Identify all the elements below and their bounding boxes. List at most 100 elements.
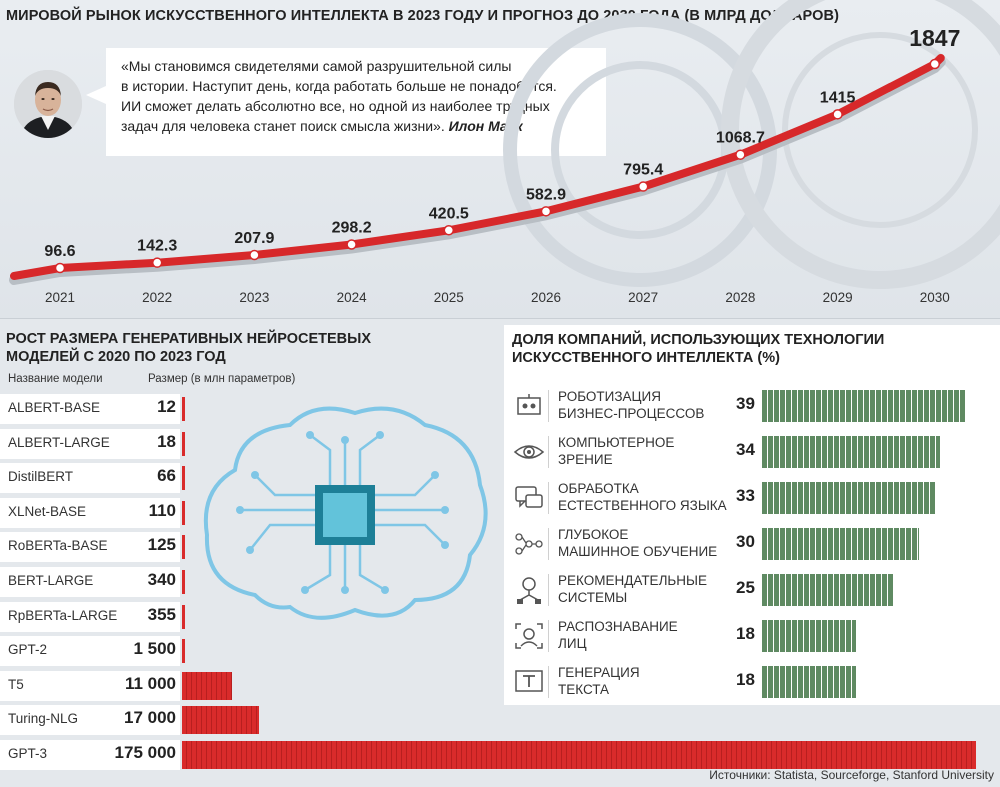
list-item: РЕКОМЕНДАТЕЛЬНЫЕ СИСТЕМЫ 25 [508,570,998,610]
x-tick-label: 2021 [44,290,76,305]
series-line [10,54,945,280]
data-point [443,225,455,236]
portrait-icon [14,70,82,138]
model-bar [182,500,185,525]
category-label: ГЕНЕРАЦИЯ ТЕКСТА [558,664,640,698]
divider [548,390,549,422]
data-label: 96.6 [44,243,75,260]
model-name: T5 [8,676,24,692]
models-title-line: РОСТ РАЗМЕРА ГЕНЕРАТИВНЫХ НЕЙРОСЕТЕВЫХ [6,331,371,347]
category-label: КОМПЬЮТЕРНОЕ ЗРЕНИЕ [558,434,674,468]
divider [548,436,549,468]
data-point [249,249,260,261]
data-label: 1068.7 [716,130,765,147]
table-row: ALBERT-BASE 12 [0,394,180,424]
model-name: DistilBERT [8,469,74,485]
x-tick-label: 2028 [725,290,756,305]
model-name: GPT-2 [8,642,48,658]
table-row: XLNet-BASE 110 [0,497,180,528]
data-label: 582.9 [526,186,566,203]
table-row: RpBERTa-LARGE 355 [0,601,180,632]
model-name: RpBERTa-LARGE [8,607,118,623]
category-label: ГЛУБОКОЕ МАШИННОЕ ОБУЧЕНИЕ [558,526,717,560]
x-tick-label: 2024 [336,290,367,305]
quote-tail [86,86,106,104]
x-tick-label: 2027 [628,290,659,305]
data-point [54,262,66,274]
list-item: КОМПЬЮТЕРНОЕ ЗРЕНИЕ 34 [508,432,998,472]
model-bar [182,604,185,629]
model-name: ALBERT-LARGE [8,434,110,450]
avatar [14,70,82,138]
chat-icon [515,486,543,508]
category-label-line: РАСПОЗНАВАНИЕ [558,619,678,634]
share-title-line: ИСКУССТВЕННОГО ИНТЕЛЛЕКТА (%) [512,350,780,366]
category-label: ОБРАБОТКА ЕСТЕСТВЕННОГО ЯЗЫКА [558,480,727,514]
category-label-line: РОБОТИЗАЦИЯ [558,389,661,404]
list-item: ГЛУБОКОЕ МАШИННОЕ ОБУЧЕНИЕ 30 [508,524,998,564]
x-tick-label: 2029 [822,290,853,305]
market-line-chart: 96.6 142.3 207.9 298.2 420.5 582.9 795.4 1068.7… [9,0,1000,289]
model-bar [182,397,185,421]
model-bar [182,706,260,735]
data-point [832,109,843,120]
model-size: 175 000 [114,743,176,762]
model-size: 11 000 [124,673,176,693]
data-label: 1847 [909,25,960,51]
quote-line: «Мы становимся свидетелями самой разруши… [121,58,512,74]
text-gen-icon [515,670,543,692]
category-label-line: МАШИННОЕ ОБУЧЕНИЕ [558,544,718,559]
share-value: 33 [736,486,755,505]
x-tick-label: 2025 [433,290,464,305]
data-label: 142.3 [137,238,177,255]
table-row: ALBERT-LARGE 18 [0,428,180,459]
data-point [346,239,357,250]
x-tick-label: 2026 [530,290,562,305]
table-row: Turing-NLG 17 000 [0,705,180,736]
category-label-line: БИЗНЕС-ПРОЦЕССОВ [558,406,705,421]
model-size: 1 500 [133,639,176,659]
share-bar [762,574,893,606]
model-size: 110 [148,500,176,520]
model-bar [182,431,185,456]
model-name: BERT-LARGE [8,573,94,588]
model-bar [182,535,185,560]
column-header-size: Размер (в млн параметров) [148,373,296,385]
list-item: ГЕНЕРАЦИЯ ТЕКСТА 18 [508,662,998,702]
category-label-line: РЕКОМЕНДАТЕЛЬНЫЕ [558,573,707,588]
category-label-line: ЗРЕНИЕ [558,452,613,467]
face-scan-icon [515,623,543,649]
x-tick-label: 2023 [239,290,270,305]
model-size: 18 [157,431,176,451]
share-panel [504,325,1000,705]
model-size: 12 [157,397,176,416]
model-size: 355 [147,604,176,624]
list-item: РОБОТИЗАЦИЯ БИЗНЕС-ПРОЦЕССОВ 39 [508,386,998,426]
divider [548,574,549,606]
section-divider [0,318,1000,319]
x-tick-label: 2030 [919,290,950,305]
table-row: RoBERTa-BASE 125 [0,532,180,563]
data-point [540,206,552,217]
list-item: РАСПОЗНАВАНИЕ ЛИЦ 18 [508,616,998,656]
model-name: ALBERT-BASE [8,400,101,415]
category-label: РАСПОЗНАВАНИЕ ЛИЦ [558,618,678,652]
x-tick-label: 2022 [142,290,173,305]
data-point [929,58,941,70]
share-bar [762,620,857,652]
recommend-icon [517,577,541,604]
share-value: 30 [736,532,755,551]
share-value: 18 [736,670,755,689]
category-label-line: СИСТЕМЫ [558,590,628,605]
share-bar [762,390,966,422]
table-row: GPT-2 1 500 [0,636,180,667]
category-label-line: ЕСТЕСТВЕННОГО ЯЗЫКА [558,498,727,513]
category-label: РОБОТИЗАЦИЯ БИЗНЕС-ПРОЦЕССОВ [558,388,704,422]
share-value: 39 [736,394,755,413]
share-bar [762,666,857,698]
model-name: Turing-NLG [8,711,79,727]
data-label: 795.4 [623,162,663,179]
table-row: BERT-LARGE 340 [0,567,180,597]
category-label-line: ГЛУБОКОЕ [558,527,629,542]
model-size: 340 [147,570,176,589]
